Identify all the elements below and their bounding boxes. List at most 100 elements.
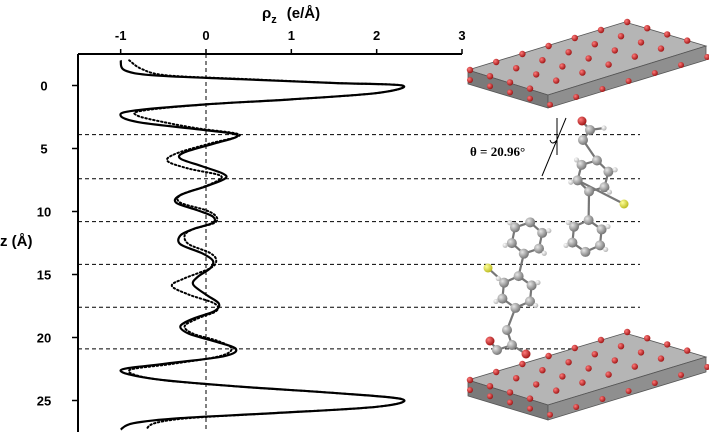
carbon-atom (525, 217, 536, 228)
hydrogen-atom (612, 167, 618, 173)
oxygen-atom (651, 70, 658, 76)
oxygen-atom (617, 343, 625, 350)
oxygen-atom (547, 411, 553, 418)
oxygen-atom (519, 50, 526, 58)
oxygen-atom (565, 359, 572, 366)
oxygen-atom (664, 31, 671, 38)
hydrogen-atom (605, 223, 611, 230)
y-tick-label: 0 (40, 79, 47, 94)
y-tick-label: 25 (37, 394, 51, 409)
oxygen-atom (571, 34, 578, 42)
carbon-atom (567, 237, 578, 248)
x-tick-label: 1 (288, 28, 295, 43)
x-tick-label: 3 (458, 28, 465, 43)
oxygen-atom (533, 381, 540, 388)
oxygen-atom (547, 101, 553, 108)
oxygen-atom (625, 78, 632, 84)
x-tick-label: -1 (115, 28, 127, 43)
carbon-atom (526, 280, 537, 291)
series-solid-line (119, 59, 406, 431)
bottom-oxide-slab (466, 328, 709, 421)
oxygen-atom (704, 364, 709, 370)
oxygen-atom (545, 352, 552, 360)
oxygen-atom (631, 53, 638, 60)
oxygen-atom (617, 33, 625, 40)
oxygen-atom (545, 42, 552, 50)
tilt-angle-annotation: θ = 20.96° (470, 117, 567, 177)
molecular-structure-illustration: θ = 20.96° (466, 18, 709, 421)
oxygen-atom (513, 375, 520, 382)
carbon-atom (524, 296, 535, 307)
carbon-atom (583, 215, 594, 226)
oxygen-atom (573, 404, 580, 410)
hydrogen-atom (568, 179, 574, 185)
oxygen-atom (599, 86, 606, 92)
fluorine-atom (619, 199, 629, 209)
carbon-atom (492, 345, 502, 355)
tilt-angle-arc (549, 139, 558, 144)
x-axis-symbol: ρ (262, 5, 271, 22)
oxygen-atom (487, 83, 493, 90)
carbon-atom (599, 182, 610, 193)
carbon-atom (537, 227, 548, 238)
oxygen-atom (657, 355, 665, 362)
carbon-atom (518, 248, 529, 259)
carbon-atom (596, 224, 607, 235)
carbon-atom (585, 125, 595, 135)
oxygen-atom (605, 61, 612, 68)
oxygen-atom (611, 357, 618, 364)
oxygen-atom (573, 94, 580, 100)
carbon-atom (578, 135, 588, 145)
carbon-atom (510, 302, 521, 313)
oxygen-atom (597, 336, 605, 344)
carbon-atom (499, 277, 510, 288)
carbon-atom (594, 240, 605, 251)
hydrogen-atom (507, 220, 513, 226)
slab-oxygen-atoms (466, 18, 709, 108)
dashed-reference-lines (78, 134, 640, 350)
oxygen-atom (506, 389, 514, 396)
oxygen-atom (644, 335, 651, 342)
oxygen-atom (519, 360, 526, 368)
carbon-atom (510, 222, 521, 233)
carbon-atom (569, 221, 580, 232)
oxygen-atom (678, 62, 684, 68)
carbon-atom (572, 175, 583, 186)
oxygen-atom (624, 328, 631, 336)
x-axis-ticks: -1 0 1 2 3 (115, 28, 466, 54)
carbon-atom (576, 159, 587, 170)
oxygen-atom (486, 383, 494, 390)
oxygen-atom (466, 66, 474, 74)
oxygen-atom (526, 395, 534, 402)
oxygen-atom (579, 69, 586, 76)
oxygen-atom (493, 58, 500, 66)
slab-oxygen-atoms (466, 328, 709, 418)
oxygen-atom (553, 77, 560, 84)
oxygen-atom (467, 387, 473, 393)
oxygen-atom (527, 405, 533, 412)
oxygen-atom (559, 373, 566, 380)
hydrogen-atom (546, 228, 552, 234)
oxygen-atom (637, 349, 645, 356)
hydrogen-atom (495, 275, 501, 282)
oxygen-atom (559, 63, 566, 70)
oxygen-atom (585, 55, 592, 62)
oxygen-atom (577, 116, 587, 126)
oxygen-atom (493, 368, 500, 376)
oxygen-atom (631, 363, 638, 370)
series-layer (119, 59, 406, 431)
hydrogen-atom (601, 125, 607, 131)
carbon-atom (506, 238, 517, 249)
oxygen-atom (644, 25, 651, 32)
hydrogen-atom (535, 279, 541, 286)
hydrogen-atom (563, 242, 569, 249)
y-tick-label: 5 (40, 142, 47, 157)
fluorine-atom (483, 263, 493, 273)
oxygen-atom (585, 365, 592, 372)
x-axis-units: (e/Å) (287, 5, 320, 22)
oxygen-atom (513, 65, 520, 72)
oxygen-atom (521, 349, 531, 359)
hydrogen-atom (502, 242, 508, 248)
oxygen-atom (571, 344, 578, 352)
carbon-atom (513, 271, 524, 282)
